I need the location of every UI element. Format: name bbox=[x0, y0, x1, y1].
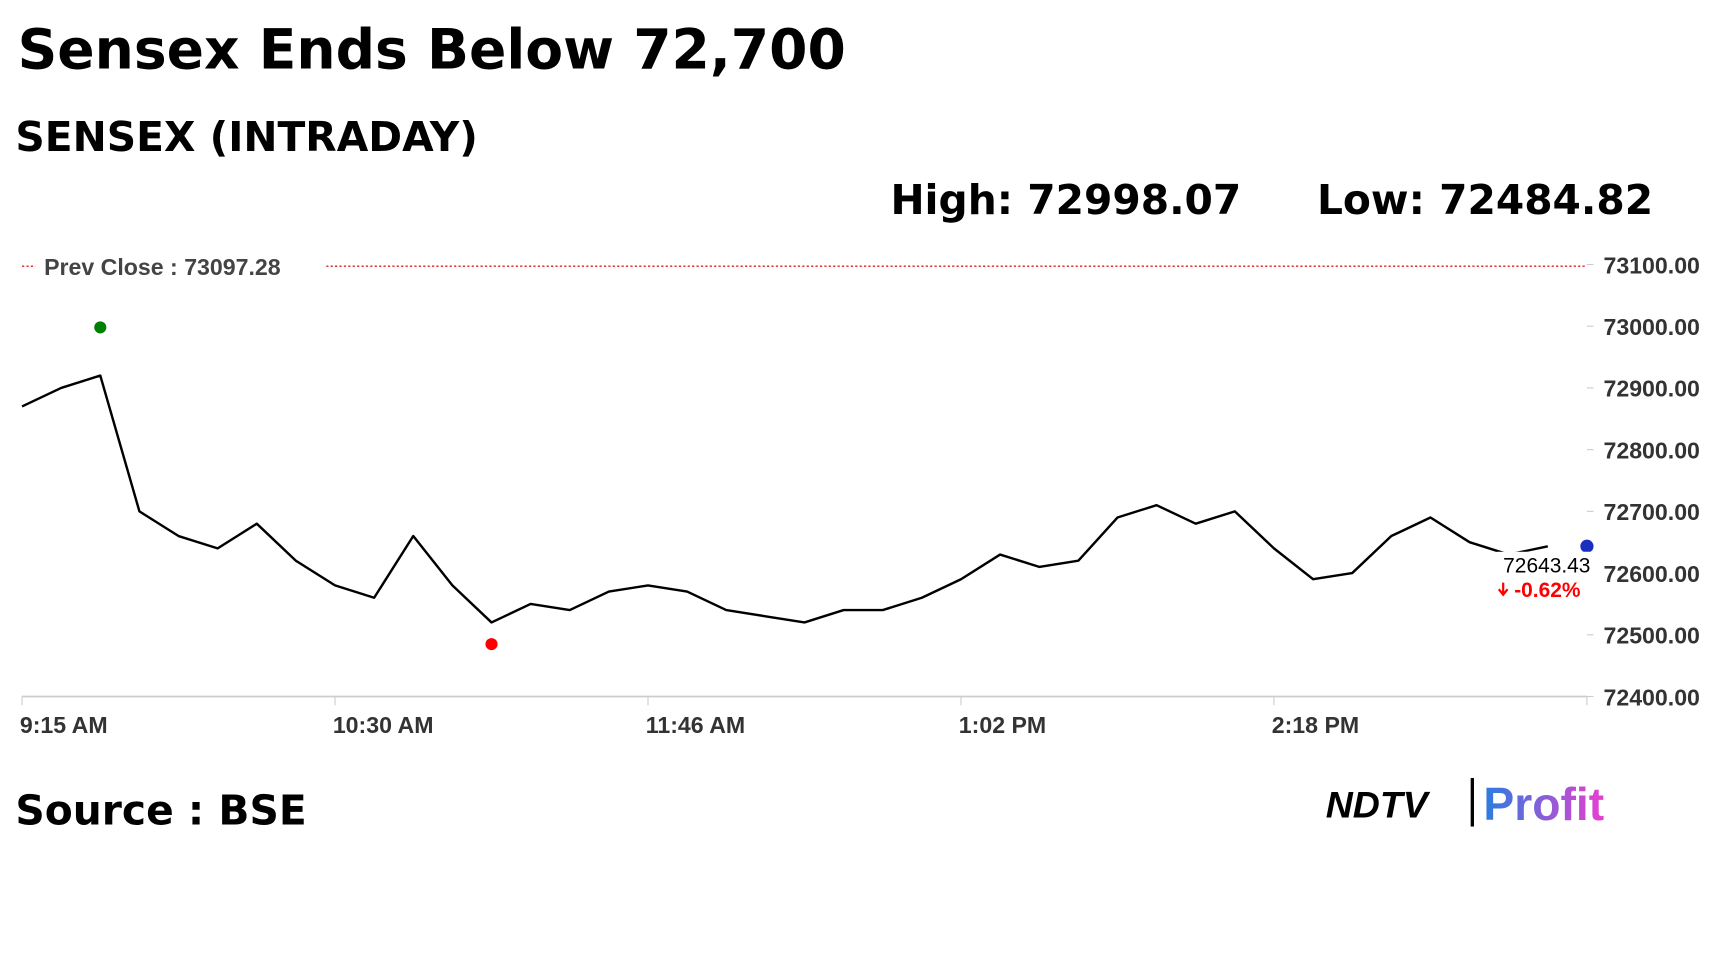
chart-title: Sensex Ends Below 72,700 bbox=[18, 17, 846, 81]
y-tick-label: 73100.00 bbox=[1603, 252, 1699, 278]
prev-close-value: 73097.28 bbox=[184, 254, 281, 280]
brand-logo: NDTV bbox=[1326, 784, 1431, 826]
high-marker bbox=[94, 321, 107, 334]
y-tick-label: 72400.00 bbox=[1603, 684, 1699, 710]
last-marker bbox=[1580, 539, 1594, 553]
change-label: -0.62% bbox=[1514, 579, 1581, 602]
low-label: Low: bbox=[1317, 176, 1425, 224]
y-tick-label: 72600.00 bbox=[1603, 561, 1699, 587]
last-value-label: 72643.43 bbox=[1503, 555, 1590, 578]
high-stat: High: 72998.07 bbox=[890, 176, 1241, 224]
x-tick-label: 1:02 PM bbox=[959, 712, 1046, 738]
low-stat: Low: 72484.82 bbox=[1317, 176, 1653, 224]
prev-close-label-bg bbox=[35, 250, 327, 282]
y-tick-label: 73000.00 bbox=[1603, 314, 1699, 340]
x-tick-label: 9:15 AM bbox=[20, 712, 108, 738]
x-tick-label: 11:46 AM bbox=[646, 712, 745, 738]
low-value: 72484.82 bbox=[1439, 176, 1653, 224]
high-label: High: bbox=[890, 176, 1013, 224]
prev-close-label: Prev Close : bbox=[44, 254, 178, 280]
source: Source : BSE bbox=[15, 786, 306, 834]
price-line bbox=[21, 374, 1549, 624]
x-tick-label: 2:18 PM bbox=[1272, 712, 1359, 738]
brand-sub: Profit bbox=[1483, 778, 1604, 830]
y-tick-label: 72800.00 bbox=[1603, 437, 1699, 463]
high-value: 72998.07 bbox=[1027, 176, 1241, 224]
y-tick-label: 72500.00 bbox=[1603, 623, 1699, 649]
prev-close-text: Prev Close : 73097.28 bbox=[44, 254, 281, 280]
last-label-bg bbox=[1496, 551, 1598, 579]
down-arrow bbox=[1497, 582, 1509, 597]
x-tick-label: 10:30 AM bbox=[333, 712, 434, 738]
y-tick-label: 72900.00 bbox=[1603, 376, 1699, 402]
y-tick-label: 72700.00 bbox=[1603, 499, 1699, 525]
low-marker bbox=[485, 638, 498, 651]
chart-subtitle: SENSEX (INTRADAY) bbox=[15, 113, 477, 161]
